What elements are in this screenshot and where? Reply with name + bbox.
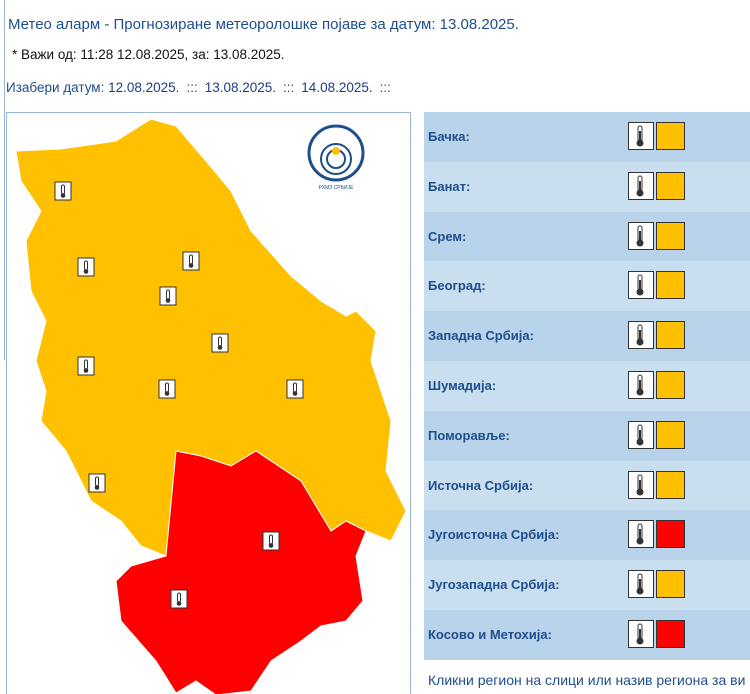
warning-level <box>656 520 685 549</box>
region-row[interactable]: Бачка: <box>424 112 750 162</box>
thermometer-icon <box>628 221 654 250</box>
region-name[interactable]: Срем: <box>428 228 467 244</box>
thermometer-icon <box>628 420 654 449</box>
thermometer <box>636 374 644 396</box>
thermometer <box>636 424 644 446</box>
warning-level <box>656 420 685 449</box>
warning-level <box>656 570 685 599</box>
region-row[interactable]: Источна Србија: <box>424 460 750 511</box>
warning-level <box>656 470 685 499</box>
region-row[interactable]: Косово и Метохија: <box>424 609 750 660</box>
thermometer-icon <box>628 570 654 599</box>
region-name[interactable]: Западна Србија: <box>428 328 534 344</box>
date-link[interactable]: 12.08.2025. <box>108 80 180 95</box>
warning-level <box>656 122 685 150</box>
thermometer <box>636 225 644 247</box>
separator: ::: <box>379 80 391 95</box>
map-icon <box>54 181 72 201</box>
warning-level <box>656 370 685 399</box>
region-row[interactable]: Западна Србија: <box>424 311 750 361</box>
region-name[interactable]: Шумадија: <box>428 377 497 393</box>
thermometer <box>636 274 644 296</box>
map: РХМЗ СРБИЈЕ <box>15 118 407 694</box>
region-row[interactable]: Београд: <box>424 261 750 312</box>
thermometer <box>636 474 644 496</box>
page-title: Метео аларм - Прогнозиране метеоролошке … <box>8 16 519 33</box>
map-icon <box>88 473 106 493</box>
thermometer-icon <box>628 122 654 150</box>
region-list: Бачка: Банат: Срем: Београд: Западна Србија:… <box>424 112 750 660</box>
date-link[interactable]: 13.08.2025. <box>204 80 277 95</box>
logo: РХМЗ СРБИЈЕ <box>307 124 365 191</box>
region-name[interactable]: Београд: <box>428 278 486 294</box>
region-row[interactable]: Југоисточна Србија: <box>424 510 750 561</box>
validity: * Важи од: 11:28 12.08.2025, за: 13.08.2… <box>12 47 285 62</box>
warning-level <box>656 619 685 648</box>
region-row[interactable]: Поморавље: <box>424 410 750 461</box>
thermometer <box>636 125 644 147</box>
region-row[interactable]: Срем: <box>424 211 750 262</box>
region-row[interactable]: Југозападна Србија: <box>424 560 750 610</box>
thermometer-icon <box>628 520 654 549</box>
footer-hint: Кликни регион на слици или назив региона… <box>428 672 746 688</box>
map-icon <box>182 251 200 271</box>
map-icon <box>159 286 177 306</box>
picker-label: Изабери датум: <box>6 80 105 95</box>
region-name[interactable]: Банат: <box>428 178 471 194</box>
map-region-south[interactable] <box>115 450 367 694</box>
date-picker: Изабери датум: 12.08.2025.::: 13.08.2025.… <box>6 80 398 95</box>
thermometer-icon <box>628 321 654 350</box>
region-name[interactable]: Поморавље: <box>428 427 510 443</box>
thermometer-icon <box>628 370 654 399</box>
map-icon <box>211 333 229 353</box>
warning-level <box>656 221 685 250</box>
map-icon <box>77 356 95 376</box>
warning-level <box>656 321 685 350</box>
region-name[interactable]: Југоисточна Србија: <box>428 527 560 543</box>
region-name[interactable]: Источна Србија: <box>428 477 534 493</box>
thermometer <box>636 523 644 545</box>
region-row[interactable]: Шумадија: <box>424 360 750 411</box>
warning-level <box>656 271 685 300</box>
map-icon <box>262 531 280 551</box>
thermometer <box>636 175 644 197</box>
thermometer-icon <box>628 470 654 499</box>
thermometer-icon <box>628 171 654 200</box>
warning-level <box>656 171 685 200</box>
map-panel: РХМЗ СРБИЈЕ <box>6 112 411 694</box>
region-row[interactable]: Банат: <box>424 161 750 212</box>
thermometer-icon <box>628 619 654 648</box>
thermometer-icon <box>628 271 654 300</box>
region-name[interactable]: Југозападна Србија: <box>428 577 560 593</box>
region-name[interactable]: Косово и Метохија: <box>428 626 552 642</box>
map-icon <box>170 589 188 609</box>
map-icon <box>286 379 304 399</box>
map-icon <box>77 257 95 277</box>
thermometer <box>636 573 644 595</box>
logo-text: РХМЗ СРБИЈЕ <box>319 185 354 191</box>
frame-edge <box>0 0 5 360</box>
thermometer <box>636 324 644 346</box>
map-icon <box>158 379 176 399</box>
region-name[interactable]: Бачка: <box>428 129 470 144</box>
separator: ::: <box>283 80 295 95</box>
separator: ::: <box>186 80 198 95</box>
thermometer <box>636 623 644 645</box>
date-link[interactable]: 14.08.2025. <box>301 80 373 95</box>
